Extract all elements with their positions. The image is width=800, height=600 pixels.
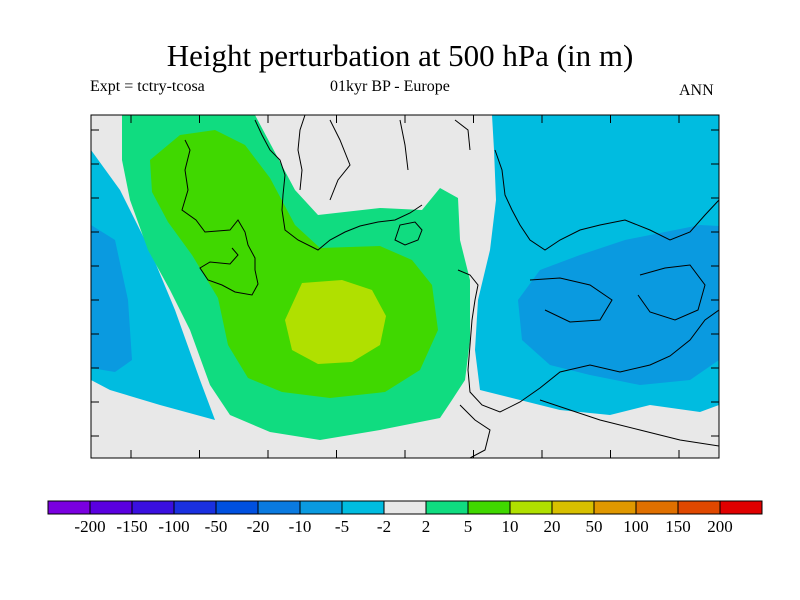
colorbar-swatch bbox=[47, 500, 91, 515]
colorbar-tick-label: 5 bbox=[463, 517, 473, 536]
colorbar-tick-label: 50 bbox=[585, 517, 603, 536]
field-positive-max bbox=[285, 280, 386, 364]
colorbar-tick-label: 2 bbox=[421, 517, 431, 536]
colorbar-swatch bbox=[257, 500, 301, 515]
colorbar-swatch bbox=[509, 500, 553, 515]
colorbar-swatch bbox=[677, 500, 721, 515]
colorbar-tick-label: 200 bbox=[707, 517, 733, 536]
map-field bbox=[91, 115, 719, 458]
colorbar-tick-label: -50 bbox=[204, 517, 228, 536]
colorbar-swatch bbox=[593, 500, 637, 515]
field-west-negative-dark bbox=[91, 225, 132, 372]
coastlines bbox=[181, 115, 719, 458]
colorbar-swatch bbox=[131, 500, 175, 515]
colorbar-tick-label: -150 bbox=[116, 517, 148, 536]
colorbar-swatch bbox=[425, 500, 469, 515]
colorbar-swatch bbox=[719, 500, 763, 515]
period-region-label: 01kyr BP - Europe bbox=[330, 78, 450, 95]
colorbar-tick-label: -10 bbox=[288, 517, 312, 536]
colorbar-swatch bbox=[89, 500, 133, 515]
field-east-negative-dark bbox=[518, 225, 719, 385]
colorbar-swatch bbox=[635, 500, 679, 515]
experiment-label: Expt = tctry-tcosa bbox=[90, 78, 205, 95]
map-ticks bbox=[91, 115, 719, 458]
colorbar-swatch bbox=[383, 500, 427, 515]
colorbar-tick-label: 10 bbox=[501, 517, 519, 536]
colorbar-swatch bbox=[215, 500, 259, 515]
colorbar-tick-label: 150 bbox=[665, 517, 691, 536]
colorbar-swatch bbox=[467, 500, 511, 515]
colorbar-tick-label: 20 bbox=[543, 517, 561, 536]
map-title: Height perturbation at 500 hPa (in m) bbox=[166, 38, 634, 73]
colorbar-tick-label: -100 bbox=[158, 517, 190, 536]
colorbar-tick-label: -200 bbox=[74, 517, 106, 536]
colorbar-tick-label: -2 bbox=[376, 517, 392, 536]
colorbar-swatch bbox=[551, 500, 595, 515]
colorbar-tick-label: -20 bbox=[246, 517, 270, 536]
colorbar-tick-label: -5 bbox=[334, 517, 350, 536]
season-label: ANN bbox=[679, 82, 714, 99]
colorbar-swatch bbox=[299, 500, 343, 515]
colorbar-swatch bbox=[341, 500, 385, 515]
colorbar-tick-label: 100 bbox=[623, 517, 649, 536]
colorbar-swatch bbox=[173, 500, 217, 515]
